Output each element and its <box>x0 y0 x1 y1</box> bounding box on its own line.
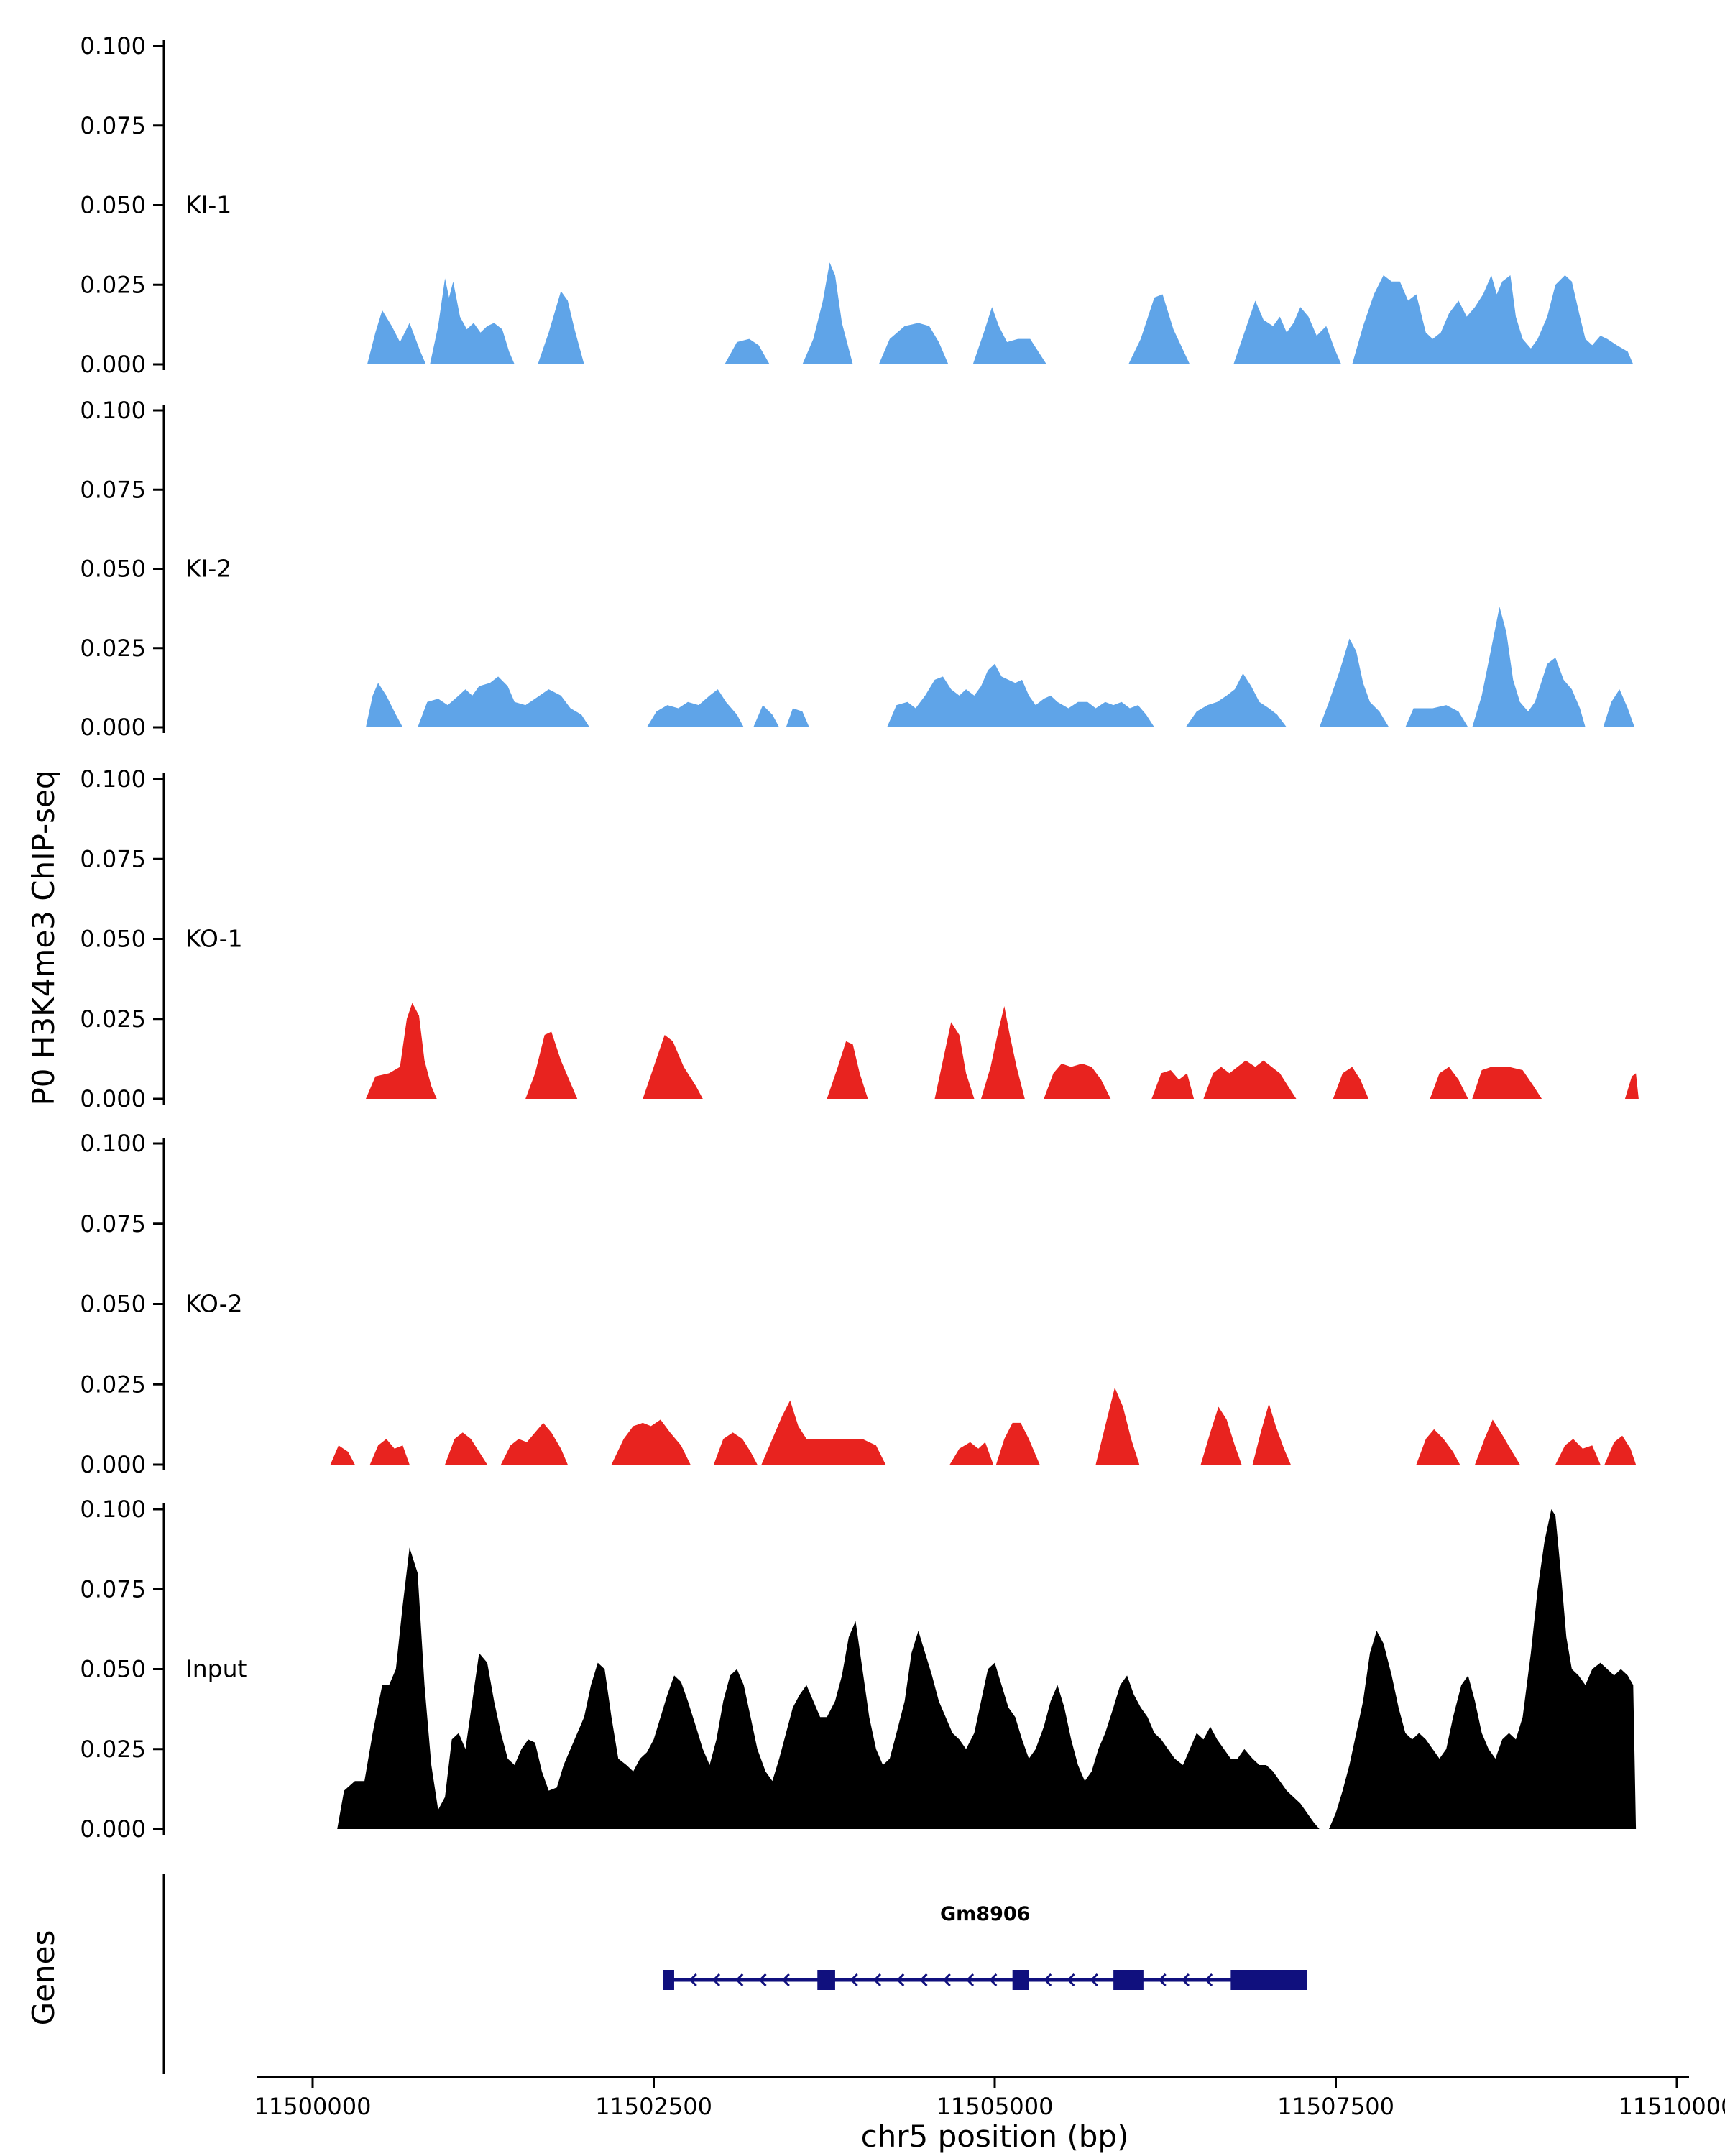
strand-arrow-icon <box>1158 1973 1167 1987</box>
coverage-area-Input <box>337 1509 1637 1829</box>
gene-exon <box>817 1970 835 1990</box>
coverage-area-KI-1 <box>367 262 1634 364</box>
y-tick-label: 0.050 <box>80 926 146 953</box>
coverage-area-KO-1 <box>366 1003 1639 1099</box>
track-KI-1: 0.100 0.075 0.050 0.025 0.000 KI-1 <box>80 32 1634 378</box>
track-KO-2: 0.100 0.075 0.050 0.025 0.000 KO-2 <box>80 1130 1637 1478</box>
strand-arrow-icon <box>989 1973 998 1987</box>
y-tick-label: 0.075 <box>80 112 146 139</box>
gene-track: Gm8906 <box>162 1874 1307 2074</box>
strand-arrow-icon <box>712 1973 721 1987</box>
track-label: KI-1 <box>185 191 231 219</box>
y-tick-label: 0.100 <box>80 397 146 424</box>
coverage-area-KI-2 <box>366 607 1635 727</box>
x-tick-label: 11500000 <box>254 2093 372 2120</box>
strand-arrow-icon <box>896 1973 905 1987</box>
coverage-area-KO-2 <box>330 1387 1637 1465</box>
strand-arrow-icon <box>735 1973 744 1987</box>
y-tick-label: 0.000 <box>80 351 146 378</box>
strand-arrow-icon <box>919 1973 928 1987</box>
track-label: KO-2 <box>185 1290 243 1318</box>
gene-exon <box>1113 1970 1144 1990</box>
strand-arrow-icon <box>781 1973 790 1987</box>
strand-arrow-icon <box>873 1973 882 1987</box>
strand-arrow-icon <box>942 1973 951 1987</box>
y-tick-label: 0.000 <box>80 1815 146 1843</box>
y-tick-label: 0.000 <box>80 1085 146 1112</box>
strand-arrow-icon <box>1090 1973 1098 1987</box>
x-tick-label: 11507500 <box>1277 2093 1394 2120</box>
y-tick-label: 0.075 <box>80 1575 146 1603</box>
track-KO-1: 0.100 0.075 0.050 0.025 0.000 KO-1 <box>80 765 1639 1112</box>
y-tick-label: 0.025 <box>80 271 146 298</box>
gene-name-label: Gm8906 <box>940 1903 1030 1925</box>
x-tick-label: 11505000 <box>937 2093 1054 2120</box>
x-tick-label: 11502500 <box>595 2093 712 2120</box>
y-tick-label: 0.100 <box>80 32 146 60</box>
y-tick-label: 0.100 <box>80 1130 146 1157</box>
y-tick-label: 0.000 <box>80 1451 146 1478</box>
y-tick-label: 0.100 <box>80 765 146 793</box>
y-tick-label: 0.050 <box>80 556 146 583</box>
track-label: KI-2 <box>185 555 231 583</box>
strand-arrow-icon <box>850 1973 858 1987</box>
y-tick-label: 0.075 <box>80 1210 146 1238</box>
y-tick-label: 0.025 <box>80 1005 146 1033</box>
y-tick-label: 0.050 <box>80 1656 146 1683</box>
track-label: Input <box>185 1655 247 1683</box>
track-KI-2: 0.100 0.075 0.050 0.025 0.000 KI-2 <box>80 397 1635 741</box>
y-tick-label: 0.075 <box>80 845 146 872</box>
gene-exon <box>663 1970 674 1990</box>
strand-arrow-icon <box>758 1973 767 1987</box>
track-Input: 0.100 0.075 0.050 0.025 0.000 Input <box>80 1496 1637 1843</box>
strand-arrow-icon <box>965 1973 975 1987</box>
y-tick-label: 0.025 <box>80 1370 146 1398</box>
y-tick-label: 0.025 <box>80 635 146 662</box>
y-tick-label: 0.050 <box>80 1291 146 1318</box>
x-tick-label: 11510000 <box>1619 2093 1725 2120</box>
strand-arrow-icon <box>1205 1973 1213 1987</box>
strand-arrow-icon <box>689 1973 697 1987</box>
y-tick-label: 0.075 <box>80 476 146 503</box>
x-axis-title: chr5 position (bp) <box>860 2119 1129 2154</box>
strand-arrow-icon <box>1067 1973 1075 1987</box>
track-label: KO-1 <box>185 925 243 953</box>
gene-exon <box>1230 1970 1307 1990</box>
strand-arrow-icon <box>1044 1973 1052 1987</box>
gene-exon <box>1012 1970 1029 1990</box>
strand-arrow-icon <box>1181 1973 1190 1987</box>
y-tick-label: 0.025 <box>80 1736 146 1763</box>
y-tick-label: 0.000 <box>80 714 146 741</box>
y-tick-label: 0.050 <box>80 192 146 219</box>
y-tick-label: 0.100 <box>80 1496 146 1523</box>
x-axis: 11500000 11502500 11505000 11507500 11510000 <box>254 2076 1725 2120</box>
